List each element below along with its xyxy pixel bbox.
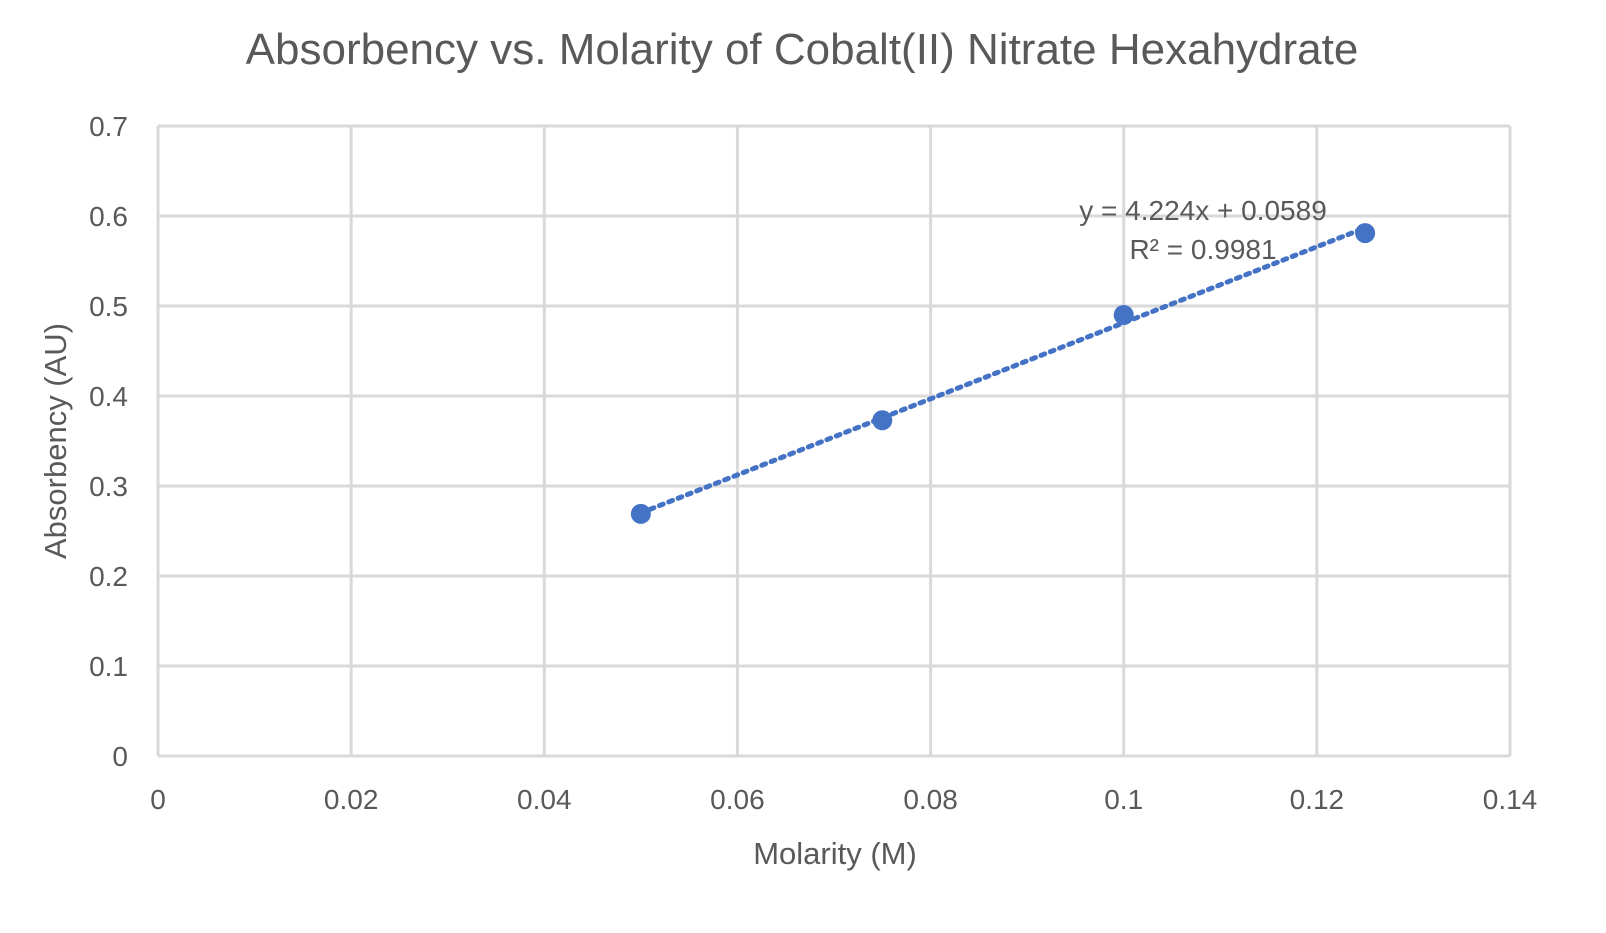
x-tick-label: 0.06 [710,784,765,815]
data-point [1355,223,1376,244]
y-tick-label: 0.6 [89,201,128,232]
y-tick-label: 0.2 [89,561,128,592]
grid-layer [156,124,1512,758]
trendline [638,225,1368,516]
y-tick-label: 0 [112,741,128,772]
y-tick-label: 0.3 [89,471,128,502]
x-tick-label: 0.04 [517,784,572,815]
data-point [872,410,893,431]
x-tick-label: 0.08 [903,784,958,815]
y-tick-label: 0.4 [89,381,128,412]
x-tick-label: 0.1 [1104,784,1143,815]
y-axis-title: Absorbency (AU) [38,323,73,559]
trendline-layer [638,225,1368,516]
data-point [630,503,651,524]
trendline-equation-label: y = 4.224x + 0.0589 [1079,195,1327,226]
y-tick-label: 0.1 [89,651,128,682]
data-points [630,223,1376,524]
x-tick-label: 0 [150,784,166,815]
data-point [1113,305,1134,325]
x-tick-label: 0.02 [324,784,379,815]
x-tick-label: 0.14 [1483,784,1538,815]
y-tick-label: 0.7 [89,111,128,142]
chart-title: Absorbency vs. Molarity of Cobalt(II) Ni… [246,25,1359,74]
x-axis-title: Molarity (M) [753,836,917,871]
x-tick-label: 0.12 [1290,784,1345,815]
trendline-r2-label: R² = 0.9981 [1129,234,1276,265]
x-tick-labels: 0 0.02 0.04 0.06 0.08 0.1 0.12 0.14 [150,784,1537,815]
y-tick-labels: 0 0.1 0.2 0.3 0.4 0.5 0.6 0.7 [89,111,128,772]
y-tick-label: 0.5 [89,291,128,322]
